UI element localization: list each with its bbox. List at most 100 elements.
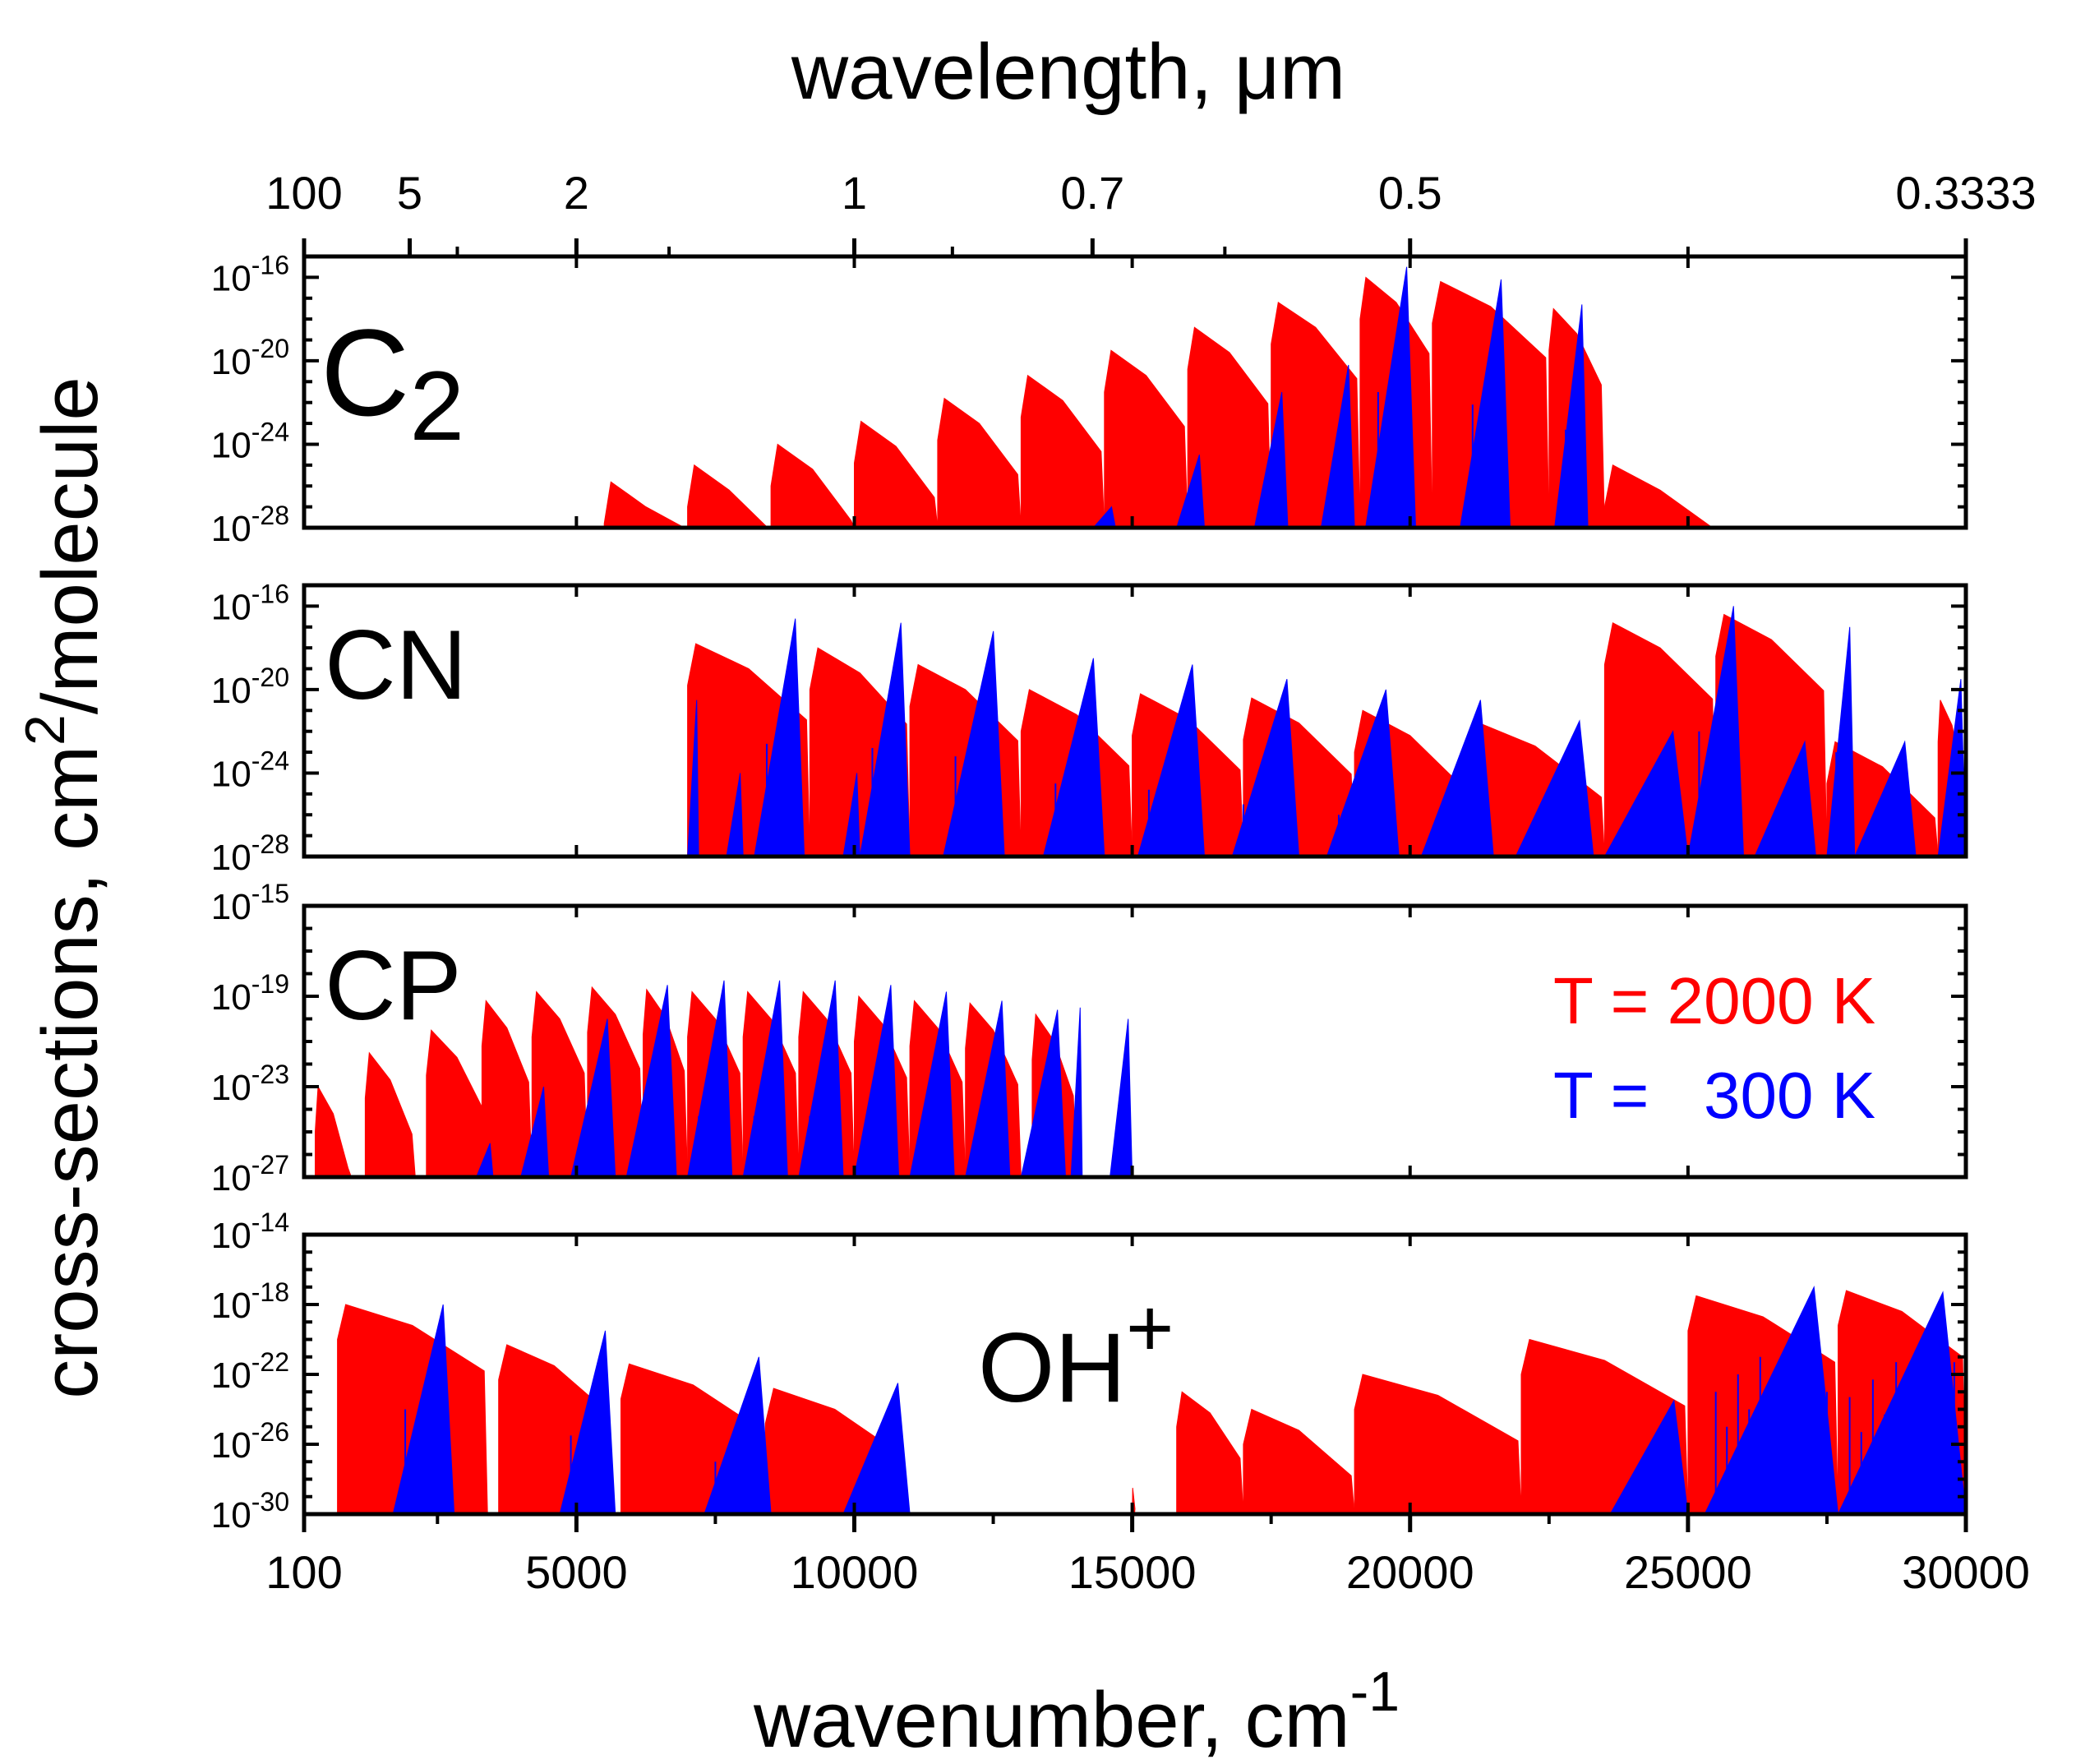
- label-c2: C2: [321, 303, 464, 461]
- top-tick-label: 0.3333: [1895, 167, 2036, 219]
- y-tick-exponent: -19: [251, 969, 289, 999]
- band: [1092, 506, 1116, 528]
- y-tick-base: 10: [211, 1216, 251, 1256]
- y-axis-title-sup: 2: [14, 714, 76, 746]
- y-tick-label: 10-19: [211, 969, 289, 1018]
- y-tick-exponent: -27: [251, 1150, 289, 1180]
- label-oh-sup: +: [1126, 1282, 1174, 1374]
- y-tick-label: 10-28: [211, 501, 289, 549]
- y-tick-base: 10: [211, 509, 251, 549]
- x-axis-title-main: wavenumber, cm: [753, 1676, 1350, 1764]
- y-tick-label: 10-16: [211, 579, 289, 627]
- y-tick-exponent: -14: [251, 1208, 289, 1237]
- y-tick-exponent: -30: [251, 1487, 289, 1517]
- y-tick-exponent: -16: [251, 250, 289, 279]
- y-tick-base: 10: [211, 887, 251, 927]
- series-2000k-0: [603, 276, 1716, 528]
- top-tick-label: 1: [842, 167, 867, 219]
- band: [392, 1304, 455, 1514]
- bands-layer: [315, 266, 1966, 1514]
- band: [704, 1356, 772, 1514]
- band: [1603, 464, 1716, 528]
- y-tick-label: 10-20: [211, 334, 289, 382]
- band: [842, 773, 860, 857]
- x-tick-label: 15000: [1068, 1546, 1197, 1598]
- panel-bands-3: [337, 1285, 1966, 1514]
- band: [1326, 689, 1400, 857]
- y-tick-base: 10: [211, 1355, 251, 1396]
- band: [1253, 391, 1289, 528]
- y-tick-exponent: -28: [251, 501, 289, 530]
- y-tick-label: 10-16: [211, 250, 289, 298]
- y-tick-base: 10: [211, 342, 251, 382]
- band: [364, 1051, 416, 1177]
- x-tick-label: 10000: [791, 1546, 919, 1598]
- y-tick-label: 10-26: [211, 1417, 289, 1466]
- y-tick-label: 10-20: [211, 663, 289, 711]
- band: [1754, 740, 1816, 857]
- band: [1243, 1408, 1355, 1514]
- band: [1320, 364, 1355, 528]
- y-tick-label: 10-28: [211, 829, 289, 878]
- panel-bands-1: [687, 606, 1966, 857]
- band: [687, 464, 772, 528]
- band: [1187, 326, 1272, 528]
- band: [937, 397, 1022, 528]
- band: [559, 1330, 616, 1514]
- y-tick-label: 10-15: [211, 879, 289, 927]
- band: [1070, 1007, 1083, 1177]
- top-tick-label: 5: [397, 167, 422, 219]
- x-tick-label: 25000: [1624, 1546, 1752, 1598]
- y-tick-label: 10-30: [211, 1487, 289, 1535]
- x-tick-label: 20000: [1346, 1546, 1474, 1598]
- y-tick-exponent: -23: [251, 1060, 289, 1089]
- y-tick-exponent: -24: [251, 746, 289, 775]
- band: [1137, 664, 1206, 857]
- panel-bands-0: [603, 266, 1716, 528]
- y-tick-exponent: -22: [251, 1347, 289, 1377]
- top-tick-label: 100: [265, 167, 342, 219]
- y-axis-title-a: cross-sections, cm: [26, 746, 114, 1399]
- band: [842, 1383, 911, 1514]
- y-tick-label: 10-22: [211, 1347, 289, 1396]
- band: [1687, 606, 1745, 857]
- band: [854, 420, 939, 528]
- band: [1354, 1374, 1522, 1514]
- band: [1854, 740, 1917, 857]
- y-tick-label: 10-24: [211, 746, 289, 794]
- panel-bands-2: [315, 980, 1133, 1177]
- y-tick-exponent: -28: [251, 829, 289, 859]
- band: [1110, 1018, 1133, 1177]
- band: [943, 630, 1005, 857]
- x-axis-title: wavenumber, cm-1: [753, 1660, 1400, 1764]
- y-tick-base: 10: [211, 754, 251, 794]
- y-tick-label: 10-27: [211, 1150, 289, 1198]
- x-axis-title-sup: -1: [1350, 1660, 1400, 1723]
- top-tick-label: 0.5: [1378, 167, 1442, 219]
- ticks-layer: 10-2810-2410-2010-1610-2810-2410-2010-16…: [211, 167, 2037, 1598]
- band: [603, 481, 688, 528]
- y-tick-base: 10: [211, 1495, 251, 1535]
- top-tick-label: 2: [564, 167, 589, 219]
- band: [726, 773, 744, 857]
- x-tick-label: 5000: [525, 1546, 628, 1598]
- band: [1020, 374, 1105, 528]
- y-tick-base: 10: [211, 671, 251, 711]
- y-tick-base: 10: [211, 258, 251, 298]
- series-300k-1: [687, 606, 1966, 857]
- y-tick-label: 10-14: [211, 1208, 289, 1256]
- y-tick-base: 10: [211, 1425, 251, 1466]
- label-c2-main: C: [321, 303, 409, 441]
- y-tick-exponent: -24: [251, 417, 289, 446]
- band: [1826, 626, 1856, 857]
- y-tick-exponent: -18: [251, 1277, 289, 1307]
- band: [1609, 1399, 1689, 1514]
- band: [476, 1143, 494, 1177]
- series-300k-2: [476, 980, 1133, 1177]
- y-tick-base: 10: [211, 838, 251, 878]
- y-tick-base: 10: [211, 1286, 251, 1326]
- band: [1603, 730, 1689, 857]
- y-tick-base: 10: [211, 1068, 251, 1108]
- x-tick-label: 30000: [1902, 1546, 2030, 1598]
